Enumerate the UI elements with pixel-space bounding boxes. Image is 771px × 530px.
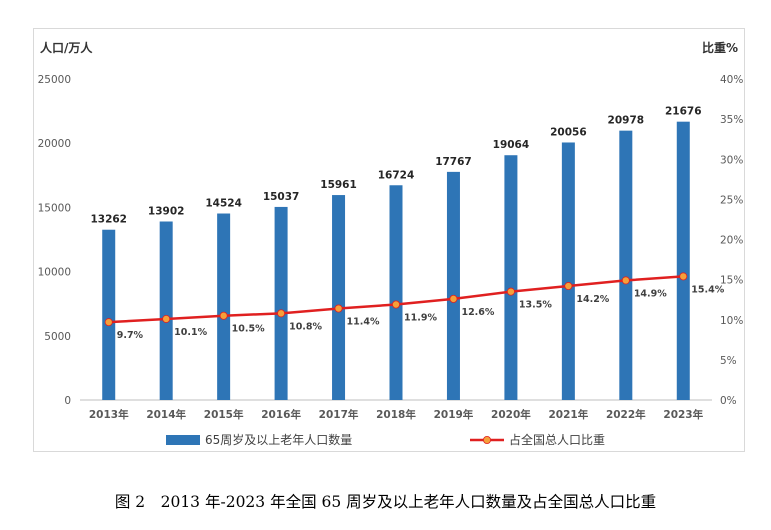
line-value-label: 14.2% (576, 294, 609, 305)
x-axis-tick-label: 2013年 (89, 408, 129, 421)
line-value-label: 15.4% (691, 284, 724, 295)
line-value-label: 10.8% (289, 321, 322, 332)
bar (102, 229, 116, 400)
line-value-label: 11.9% (404, 313, 437, 324)
left-axis-tick-label: 0 (64, 395, 71, 407)
left-axis-title: 人口/万人 (40, 40, 93, 55)
x-axis-tick-label: 2019年 (434, 408, 474, 421)
x-axis-tick-label: 2021年 (548, 408, 588, 421)
bar (446, 171, 460, 400)
right-axis-tick-label: 30% (720, 154, 743, 166)
bar-value-label: 15961 (320, 179, 357, 191)
line-value-label: 10.5% (232, 324, 265, 335)
bar (159, 221, 173, 400)
x-axis-tick-label: 2020年 (491, 408, 531, 421)
x-axis-tick-label: 2016年 (261, 408, 301, 421)
left-axis-tick-label: 5000 (44, 331, 71, 343)
bar (274, 206, 288, 400)
line-point (621, 276, 630, 285)
bar (676, 121, 690, 400)
left-axis-tick-label: 20000 (38, 138, 71, 150)
legend-line-marker (482, 435, 491, 444)
bar (619, 130, 633, 400)
x-axis-tick-label: 2022年 (606, 408, 646, 421)
right-axis-tick-label: 20% (720, 235, 743, 247)
bar-value-label: 13902 (148, 205, 185, 217)
bar-series (102, 121, 690, 400)
data-labels: 13262 13902 14524 15037 15961 16724 17767 19064… (90, 106, 724, 341)
bar-value-label: 13262 (90, 214, 127, 226)
combo-chart: 0 5000 10000 15000 20000 25000 0% 5% 10% 15% 20% 25… (38, 40, 744, 447)
figure-caption: 图 2 2013 年-2023 年全国 65 周岁及以上老年人口数量及占全国总人… (114, 493, 657, 511)
bar-value-label: 16724 (378, 169, 415, 181)
bar (217, 213, 231, 400)
left-axis-tick-label: 25000 (38, 74, 71, 86)
line-point (449, 294, 458, 303)
left-axis-tick-label: 10000 (38, 267, 71, 279)
legend-bar-label: 65周岁及以上老年人口数量 (205, 432, 352, 447)
right-axis-title: 比重% (702, 40, 738, 55)
right-axis-tick-label: 15% (720, 275, 743, 287)
line-point (506, 287, 515, 296)
right-axis-tick-label: 0% (720, 395, 737, 407)
line-point (277, 309, 286, 318)
x-axis-tick-label: 2014年 (146, 408, 186, 421)
legend-line-label: 占全国总人口比重 (509, 432, 605, 447)
bar-value-label: 20056 (550, 126, 587, 138)
right-axis-tick-label: 10% (720, 315, 743, 327)
left-axis-tick-label: 15000 (38, 202, 71, 214)
line-value-label: 12.6% (461, 307, 494, 318)
x-axis-tick-label: 2018年 (376, 408, 416, 421)
bar (504, 155, 518, 400)
x-axis-tick-label: 2023年 (663, 408, 703, 421)
bar (389, 185, 403, 400)
line-series (104, 272, 688, 327)
line-value-label: 14.9% (634, 288, 667, 299)
bar-value-label: 20978 (608, 115, 645, 127)
line-value-label: 11.4% (347, 317, 380, 328)
line-value-label: 13.5% (519, 300, 552, 311)
line-point (334, 304, 343, 313)
right-axis-tick-label: 25% (720, 194, 743, 206)
line-point (564, 282, 573, 291)
bar (332, 195, 346, 400)
line-value-label: 9.7% (117, 330, 144, 341)
x-axis-tick-label: 2015年 (204, 408, 244, 421)
right-axis-tick-label: 5% (720, 355, 737, 367)
line-point (391, 300, 400, 309)
legend: 65周岁及以上老年人口数量 占全国总人口比重 (166, 432, 605, 447)
bar-value-label: 15037 (263, 191, 300, 203)
line-value-label: 10.1% (174, 327, 207, 338)
right-axis-tick-label: 40% (720, 74, 743, 86)
line-point (104, 318, 113, 327)
legend-bar-swatch (166, 435, 200, 445)
bar-value-label: 17767 (435, 156, 472, 168)
line-point (679, 272, 688, 281)
line-point (162, 314, 171, 323)
right-axis-tick-label: 35% (720, 114, 743, 126)
bar-value-label: 14524 (205, 198, 242, 210)
line-point (219, 311, 228, 320)
bar (561, 142, 575, 400)
axes: 0 5000 10000 15000 20000 25000 0% 5% 10% 15% 20% 25… (38, 40, 744, 421)
bar-value-label: 21676 (665, 106, 702, 118)
x-axis-tick-label: 2017年 (319, 408, 359, 421)
bar-value-label: 19064 (493, 139, 530, 151)
